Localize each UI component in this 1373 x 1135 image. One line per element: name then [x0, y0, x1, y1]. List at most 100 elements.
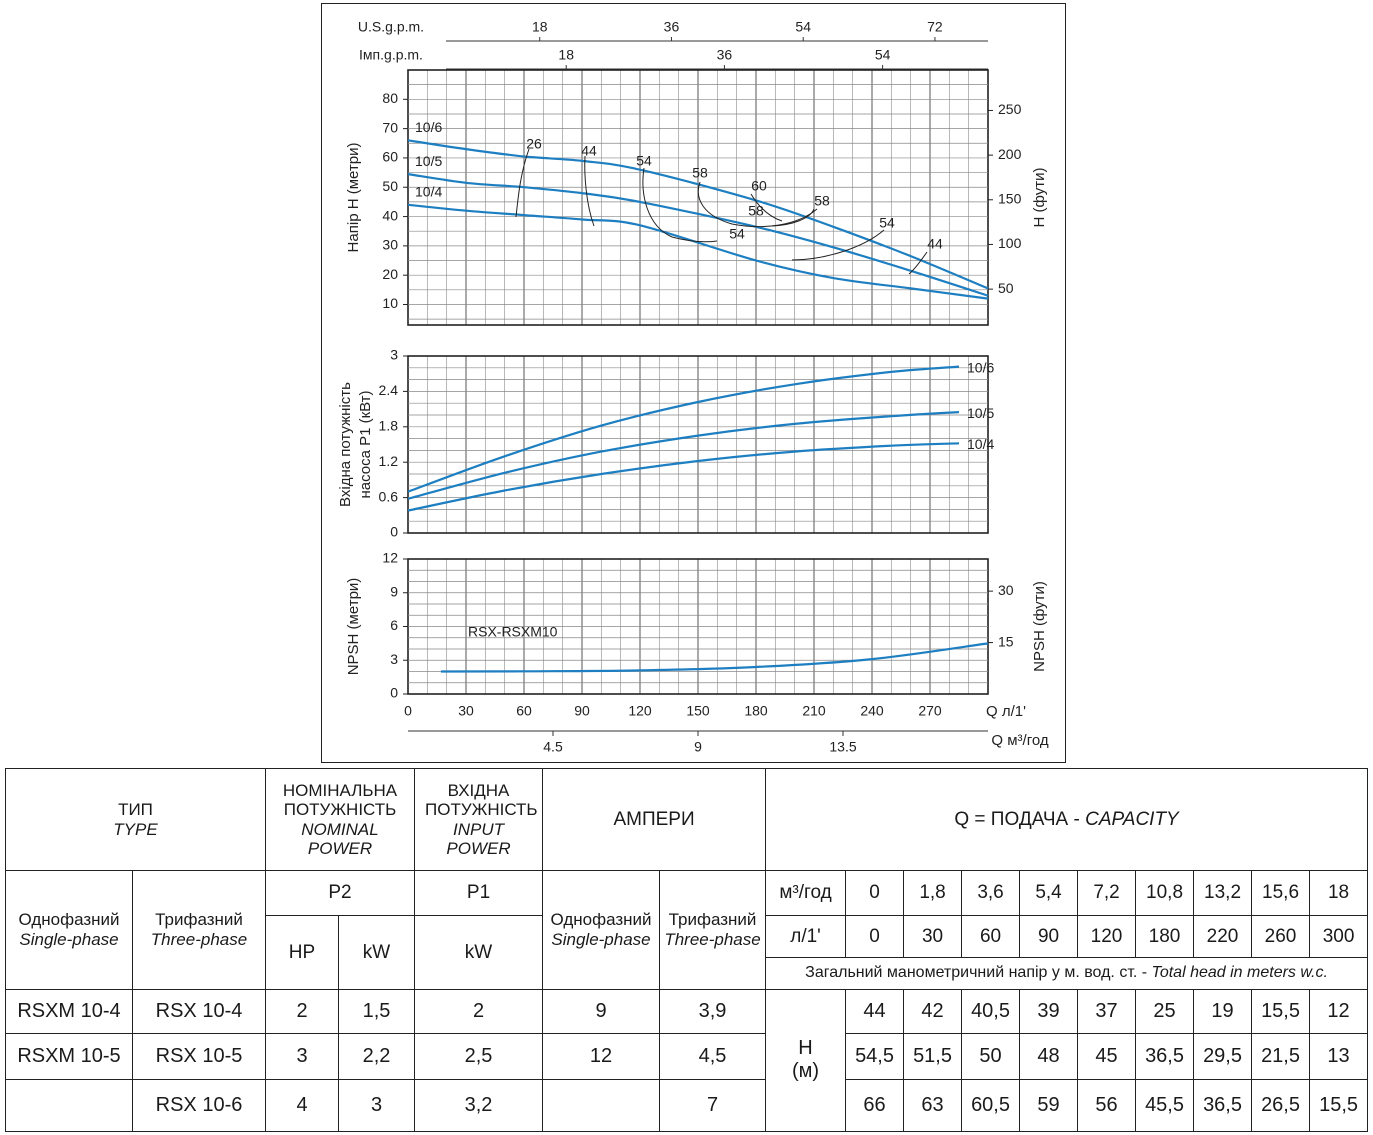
efficiency-curve	[771, 208, 815, 227]
input-power-uk: ВХІДНА ПОТУЖНІСТЬ	[425, 780, 538, 820]
model-three: RSX 10-5	[132, 1032, 266, 1080]
amps-single-en: Single-phase	[551, 929, 651, 949]
head-value: 59	[1019, 1078, 1079, 1133]
efficiency-curve	[584, 155, 595, 227]
amps-header: АМПЕРИ	[542, 767, 767, 872]
nominal-power-en: NOMINAL POWER	[301, 819, 379, 859]
m3h-cell: 7,2	[1077, 870, 1137, 917]
x-tick-label: 240	[860, 703, 884, 719]
x2-tick-label: 13.5	[829, 739, 856, 755]
efficiency-curve	[908, 251, 928, 275]
y-tick-label: 0	[390, 685, 398, 701]
efficiency-label: 54	[879, 215, 895, 231]
head-value: 54,5	[845, 1032, 905, 1080]
x-tick-label: 90	[574, 703, 590, 719]
efficiency-label: 60	[751, 178, 767, 194]
head-note: Загальний манометричний напір у м. вод. …	[765, 956, 1369, 990]
efficiency-label: 58	[692, 165, 708, 181]
lmin-cell: 260	[1251, 915, 1311, 958]
m3h-cell: 5,4	[1019, 870, 1079, 917]
head-value: 15,5	[1251, 988, 1311, 1034]
amps-single-value: 9	[542, 988, 661, 1034]
p1-value: 3,2	[414, 1078, 544, 1133]
three-phase-en: Three-phase	[150, 929, 248, 949]
h-label: H (м)	[765, 988, 847, 1133]
head-value: 56	[1077, 1078, 1137, 1133]
x-axis-label: Q л/1'	[986, 703, 1026, 720]
x2-axis-label: Q м³/год	[991, 732, 1048, 749]
y-tick-label: 6	[390, 617, 398, 633]
series-label: RSX-RSXM10	[468, 624, 558, 640]
lmin-cell: 30	[903, 915, 963, 958]
top-scale-tick-label: 36	[717, 47, 733, 63]
top-scale-tick-label: 54	[795, 19, 811, 35]
y2-axis-label: H (фути)	[1031, 168, 1048, 228]
head-value: 51,5	[903, 1032, 963, 1080]
efficiency-curve	[750, 193, 783, 222]
y-tick-label: 40	[382, 207, 398, 223]
series-label: 10/6	[415, 119, 442, 135]
head-value: 37	[1077, 988, 1137, 1034]
lmin-cell: 220	[1193, 915, 1253, 958]
input-power-header: ВХІДНА ПОТУЖНІСТЬ INPUT POWER	[414, 767, 544, 872]
lmin-cell: 90	[1019, 915, 1079, 958]
y2-tick-label: 50	[998, 280, 1014, 296]
series-line	[407, 411, 960, 500]
nominal-power-uk: НОМІНАЛЬНА ПОТУЖНІСТЬ	[282, 780, 398, 820]
efficiency-curve	[642, 167, 718, 243]
capacity-en: CAPACITY	[1085, 808, 1179, 830]
kw-header: kW	[337, 915, 416, 990]
table-row: RSXM 10-5 RSX 10-5 3 2,2 2,5 12 4,5 54,5…	[5, 1032, 1369, 1080]
amps-three-value: 3,9	[659, 988, 767, 1034]
head-value: 36,5	[1193, 1078, 1253, 1133]
lmin-cell: 180	[1135, 915, 1195, 958]
series-line	[407, 173, 989, 297]
kw-value: 2,2	[337, 1032, 416, 1080]
type-header-uk: ТИП	[118, 800, 153, 820]
amps-three-header: Трифазний Three-phase	[659, 870, 767, 990]
h-label-unit: (м)	[791, 1060, 820, 1083]
head-value: 12	[1309, 988, 1369, 1034]
head-value: 48	[1019, 1032, 1079, 1080]
y2-tick-label: 200	[998, 146, 1022, 162]
x-tick-label: 120	[628, 703, 652, 719]
type-header: ТИП TYPE	[5, 767, 266, 872]
series-line	[407, 365, 960, 493]
efficiency-curve	[697, 181, 818, 228]
plot-border	[407, 69, 989, 326]
plot-border	[407, 355, 989, 534]
head-note-en: Total head in meters w.c.	[1151, 963, 1328, 981]
table-sub-row-1: Однофазний Single-phase Трифазний Three-…	[5, 870, 1369, 990]
y-tick-label: 3	[390, 347, 398, 363]
m3h-cell: 18	[1309, 870, 1369, 917]
h-label-letter: H	[798, 1037, 813, 1060]
three-phase-header: Трифазний Three-phase	[132, 870, 266, 990]
head-value: 50	[961, 1032, 1021, 1080]
efficiency-label: 58	[748, 203, 764, 219]
p1-value: 2	[414, 988, 544, 1034]
amps-single-uk: Однофазний	[550, 910, 652, 930]
y2-tick-label: 150	[998, 190, 1022, 206]
y2-tick-label: 100	[998, 235, 1022, 251]
x-tick-label: 270	[918, 703, 942, 719]
series-label: 10/6	[967, 359, 994, 375]
top-scale-tick-label: 72	[927, 19, 943, 35]
series-label: 10/5	[415, 153, 442, 169]
efficiency-label: 44	[581, 143, 597, 159]
amps-three-uk: Трифазний	[668, 910, 757, 930]
table-sub-row-2: HP kW kW л/1' 0 30 60 90 120 180 220 260…	[6, 915, 1369, 990]
y-tick-label: 70	[382, 119, 398, 135]
p1-kw-header: kW	[414, 915, 544, 990]
table-header-row: ТИП TYPE НОМІНАЛЬНА ПОТУЖНІСТЬ NOMINAL P…	[5, 767, 1369, 872]
top-scale-tick-label: 18	[558, 47, 574, 63]
amps-single-value: 12	[542, 1032, 661, 1080]
single-phase-uk: Однофазний	[18, 910, 120, 930]
efficiency-label: 44	[927, 236, 943, 252]
p1-header: P1	[414, 870, 544, 917]
head-value: 26,5	[1251, 1078, 1311, 1133]
x-tick-label: 180	[744, 703, 768, 719]
head-value: 25	[1135, 988, 1195, 1034]
top-scale-tick-label: 54	[875, 47, 891, 63]
x-tick-label: 210	[802, 703, 826, 719]
